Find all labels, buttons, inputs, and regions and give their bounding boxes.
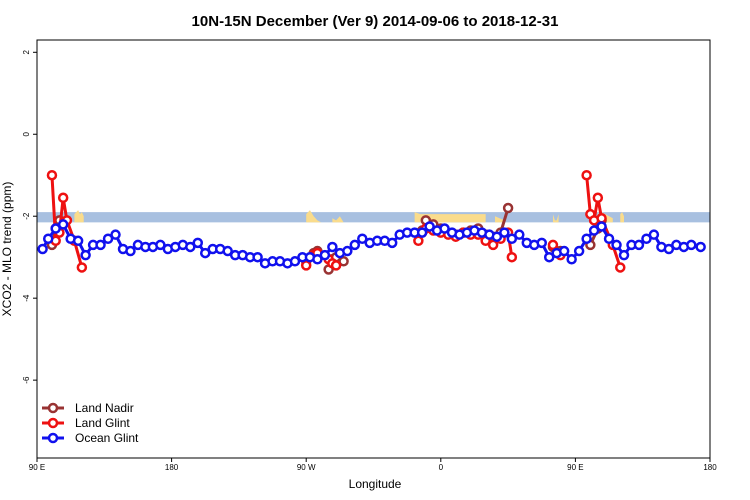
- land-glint-point: [547, 239, 559, 251]
- ocean-glint-point: [543, 251, 555, 263]
- ocean-glint-point: [611, 239, 622, 251]
- x-tick-label: 180: [165, 463, 179, 472]
- ocean-glint-point: [641, 233, 652, 245]
- y-tick-label: -6: [22, 376, 31, 384]
- y-axis: 2 0 -2 -4 -6: [22, 50, 37, 384]
- ocean-glint-point: [536, 237, 547, 249]
- ocean-glint-point: [603, 233, 615, 245]
- land-glint-point: [300, 260, 312, 271]
- x-tick-label: 0: [439, 463, 444, 472]
- ocean-band: [37, 212, 710, 223]
- x-tick-label: 90 W: [297, 463, 316, 472]
- ocean-glint-point: [596, 221, 607, 232]
- ocean-glint-point: [155, 239, 166, 251]
- ocean-glint-point: [573, 245, 585, 257]
- y-tick-label: 0: [22, 131, 31, 136]
- land-glint-point: [596, 213, 607, 224]
- ocean-glint-point: [566, 253, 577, 265]
- ocean-glint-point: [110, 229, 121, 240]
- land-glint-point: [487, 239, 499, 251]
- land-glint-point: [57, 192, 69, 204]
- ocean-glint-point: [514, 229, 525, 240]
- ocean-glint-point: [95, 239, 106, 251]
- ocean-glint-point: [416, 227, 428, 238]
- x-tick-label: 90 E: [29, 463, 45, 472]
- ocean-glint-point: [663, 243, 675, 255]
- ocean-glint-point: [618, 249, 630, 261]
- land-segment-4: [495, 216, 505, 223]
- ocean-glint-point: [312, 253, 323, 265]
- x-axis-label: Longitude: [349, 477, 402, 491]
- ocean-glint-point: [349, 239, 361, 251]
- land-segment-2: [332, 216, 344, 223]
- y-tick-label: 2: [22, 50, 31, 55]
- x-axis: 90 E 180 90 W 0 90 E 180: [29, 458, 717, 472]
- land-nadir-point: [502, 202, 514, 214]
- chart-title: 10N-15N December (Ver 9) 2014-09-06 to 2…: [192, 13, 559, 30]
- land-nadir-point: [338, 256, 349, 267]
- ocean-glint-point: [342, 245, 353, 257]
- ocean-glint-point: [125, 245, 136, 257]
- land-segment-5: [552, 214, 559, 223]
- y-axis-label: XCO2 - MLO trend (ppm): [0, 182, 14, 317]
- legend-label-land-glint: Land Glint: [75, 416, 130, 430]
- legend-label-ocean-glint: Ocean Glint: [75, 431, 139, 445]
- land-glint-point: [76, 262, 88, 273]
- ocean-glint-point: [357, 233, 368, 245]
- ocean-glint-point: [499, 227, 510, 238]
- plot-frame: [36, 39, 711, 459]
- ocean-glint-point: [200, 247, 211, 259]
- ocean-glint-point: [491, 231, 503, 242]
- legend-label-land-nadir: Land Nadir: [75, 401, 134, 415]
- land-glint-point: [581, 169, 592, 181]
- ocean-glint-point: [695, 241, 706, 253]
- ocean-glint-point: [57, 219, 69, 230]
- land-segment-7: [620, 212, 625, 223]
- ocean-glint-point: [327, 241, 338, 253]
- ocean-glint-point: [581, 233, 592, 245]
- land-segment-0: [74, 210, 84, 223]
- ocean-glint-point: [192, 237, 204, 249]
- ocean-glint-point: [80, 249, 91, 261]
- ocean-glint-point: [252, 251, 263, 263]
- ocean-glint-point: [686, 239, 697, 251]
- y-tick-label: -2: [22, 212, 31, 220]
- ocean-glint-point: [185, 241, 196, 253]
- ocean-glint-point: [506, 233, 518, 245]
- ocean-glint-point: [558, 245, 570, 257]
- x-tick-label: 90 E: [567, 463, 583, 472]
- legend-swatch-marker-land-glint: [47, 417, 59, 429]
- land-glint-point: [592, 192, 604, 204]
- land-glint-point: [615, 262, 626, 273]
- ocean-glint-point: [289, 256, 301, 267]
- ocean-glint-point: [102, 233, 114, 245]
- ocean-glint-point: [37, 243, 48, 255]
- y-tick-label: -4: [22, 294, 31, 302]
- ocean-glint-point: [319, 249, 331, 261]
- ocean-glint-point: [633, 239, 645, 251]
- ocean-glint-point: [588, 225, 600, 236]
- ocean-glint-point: [648, 229, 660, 240]
- x-tick-label: 180: [703, 463, 717, 472]
- ocean-glint-point: [424, 221, 435, 232]
- land-glint-point: [506, 251, 518, 263]
- ocean-glint-point: [386, 237, 398, 249]
- ocean-glint-point: [439, 223, 450, 234]
- legend-swatch-marker-land-nadir: [47, 402, 59, 414]
- ocean-glint-point: [50, 223, 61, 234]
- plot-area: [37, 169, 710, 275]
- ocean-glint-point: [222, 245, 233, 257]
- land-glint-point: [46, 169, 58, 181]
- ocean-glint-point: [42, 233, 54, 245]
- ocean-glint-point: [72, 235, 84, 247]
- land-glint-point: [413, 235, 424, 247]
- legend-swatch-marker-ocean-glint: [47, 432, 59, 444]
- land-segment-1: [306, 210, 322, 223]
- land-glint-point: [330, 260, 342, 271]
